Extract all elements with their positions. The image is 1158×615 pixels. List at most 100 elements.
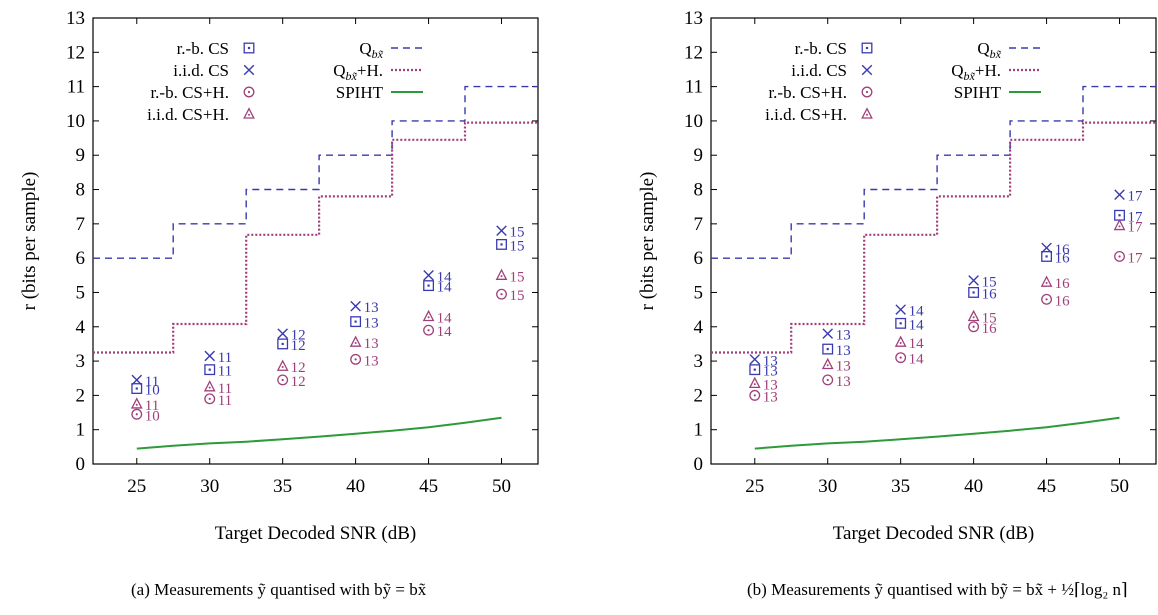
y-tick-label: 6 xyxy=(76,248,86,269)
square-marker-dot xyxy=(427,284,430,287)
legend-label: r.-b. CS+H. xyxy=(150,83,229,102)
point-label: 11 xyxy=(218,393,232,409)
square-marker-dot xyxy=(826,347,829,351)
y-tick-label: 13 xyxy=(684,8,703,29)
square-marker xyxy=(496,238,507,250)
point-label: 16 xyxy=(1055,242,1071,258)
square-marker xyxy=(204,364,216,376)
caption-b: (b) Measurements ỹ quantised with bỹ = b… xyxy=(747,580,1128,599)
point-label: 13 xyxy=(763,377,778,393)
point-label: 14 xyxy=(909,336,925,352)
triangle-marker-dot xyxy=(899,342,902,345)
circle-marker xyxy=(204,393,216,405)
y-axis-label: r (bits per sample) xyxy=(637,172,658,311)
y-tick-label: 2 xyxy=(76,385,86,406)
x-tick-label: 35 xyxy=(273,476,292,497)
circle-marker-dot xyxy=(281,378,284,382)
point-label: 17 xyxy=(1128,189,1144,205)
point-label: 13 xyxy=(364,353,379,369)
cross-marker xyxy=(822,328,834,339)
point-label: 11 xyxy=(145,374,159,390)
square-marker-dot xyxy=(208,368,211,371)
y-tick-label: 2 xyxy=(694,385,704,406)
legend-triangle-marker-dot xyxy=(248,113,250,116)
point-label: 13 xyxy=(836,374,851,390)
point-label: 15 xyxy=(510,288,525,304)
point-label: 15 xyxy=(982,310,997,326)
cross-marker xyxy=(749,354,761,365)
y-tick-label: 10 xyxy=(66,111,85,132)
spiht-line xyxy=(754,416,1120,450)
y-tick-label: 5 xyxy=(76,282,86,303)
point-label: 14 xyxy=(437,324,453,340)
square-marker-dot xyxy=(753,368,756,371)
point-label: 13 xyxy=(763,364,778,380)
triangle-marker-dot xyxy=(1118,225,1121,228)
x-tick-label: 30 xyxy=(818,476,837,497)
square-marker xyxy=(749,364,761,376)
x-tick-label: 30 xyxy=(200,476,219,497)
y-tick-label: 11 xyxy=(685,77,703,98)
triangle-marker-dot xyxy=(135,403,138,406)
square-marker-dot xyxy=(500,243,503,246)
legend: r.-b. CS i.i.d. CS r.-b. CS+H. i.i.d. CS+H.… xyxy=(147,39,423,124)
point-label: 14 xyxy=(909,352,925,368)
point-label: 15 xyxy=(982,274,997,290)
circle-marker xyxy=(496,288,507,300)
x-tick-label: 40 xyxy=(346,476,365,497)
y-tick-label: 3 xyxy=(76,351,86,372)
point-label: 13 xyxy=(364,300,379,316)
circle-marker xyxy=(895,352,907,364)
circle-marker-dot xyxy=(427,329,430,332)
legend-circle-marker-dot xyxy=(865,90,869,94)
point-label: 14 xyxy=(909,304,925,320)
circle-marker-dot xyxy=(135,413,138,416)
legend-triangle-marker xyxy=(861,107,873,119)
legend-label: r.-b. CS xyxy=(177,39,229,58)
triangle-marker-dot xyxy=(281,366,284,369)
legend-label: Qbx̃ xyxy=(977,39,1001,61)
q-step-line xyxy=(93,85,538,259)
y-tick-label: 0 xyxy=(694,454,704,475)
point-label: 16 xyxy=(982,321,998,337)
legend-label: SPIHT xyxy=(954,83,1002,102)
square-marker xyxy=(131,383,143,394)
triangle-marker-dot xyxy=(427,316,430,319)
cross-marker xyxy=(968,275,979,286)
point-label: 11 xyxy=(218,381,232,397)
square-marker xyxy=(423,280,435,292)
x-tick-label: 25 xyxy=(127,476,146,497)
legend-label: i.i.d. CS xyxy=(173,61,229,80)
plot-frame xyxy=(92,17,539,465)
cross-marker xyxy=(131,374,143,386)
square-marker xyxy=(822,343,834,355)
x-tick-label: 50 xyxy=(1110,476,1129,497)
triangle-marker-dot xyxy=(1045,281,1048,284)
triangle-marker-dot xyxy=(972,316,975,319)
point-label: 16 xyxy=(1055,293,1071,309)
point-label: 12 xyxy=(291,338,306,354)
y-tick-label: 10 xyxy=(684,111,703,132)
circle-marker-dot xyxy=(1045,298,1048,301)
circle-marker-dot xyxy=(899,356,902,359)
y-tick-label: 5 xyxy=(694,282,704,303)
y-tick-label: 8 xyxy=(76,180,86,201)
square-marker-dot xyxy=(899,322,902,325)
y-tick-label: 7 xyxy=(76,214,86,235)
legend-circle-marker xyxy=(243,86,255,98)
legend-cross-marker xyxy=(243,64,255,76)
point-label: 13 xyxy=(763,353,778,369)
circle-marker xyxy=(749,389,761,401)
y-tick-label: 4 xyxy=(76,317,86,338)
triangle-marker xyxy=(422,309,435,322)
cross-marker xyxy=(496,225,507,237)
spiht-line xyxy=(136,416,502,450)
point-label: 12 xyxy=(291,374,306,390)
circle-marker xyxy=(423,324,435,336)
square-marker-dot xyxy=(1045,255,1048,258)
y-tick-label: 12 xyxy=(684,42,703,63)
circle-marker xyxy=(277,374,289,386)
y-tick-label: 1 xyxy=(694,420,704,441)
triangle-marker xyxy=(821,357,834,370)
